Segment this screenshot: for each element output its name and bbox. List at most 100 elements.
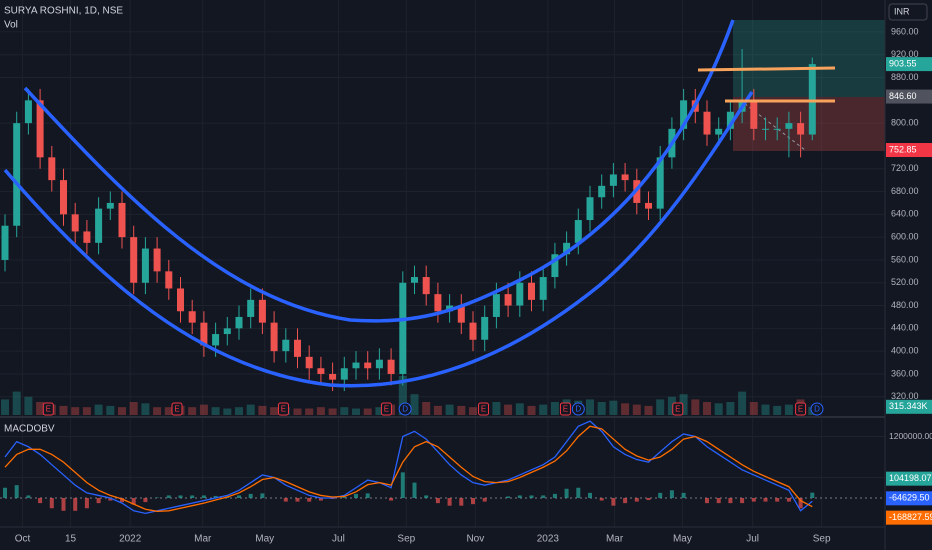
candle-body (130, 237, 138, 283)
x-tick-label: 2022 (119, 534, 142, 545)
candle-body (71, 214, 79, 232)
histogram-bar (798, 497, 803, 509)
volume-bar (691, 399, 700, 415)
histogram-bar (14, 485, 19, 498)
volume-bar (340, 407, 349, 415)
candle-body (563, 242, 571, 255)
symbol-title: SURYA ROSHNI, 1D, NSE (4, 6, 123, 17)
y-tick-label: 360.00 (891, 368, 919, 378)
y-tick-label: 600.00 (891, 232, 919, 242)
candle-body (188, 311, 196, 323)
candle-body (492, 294, 500, 317)
volume-bar (153, 407, 162, 415)
candle-body (200, 322, 208, 346)
event-label: E (46, 405, 51, 414)
y-tick-label: 400.00 (891, 346, 919, 356)
histogram-bar (435, 497, 440, 504)
candle-body (165, 271, 173, 289)
candle-body (762, 128, 769, 130)
histogram-bar (471, 497, 475, 505)
volume-bar (352, 408, 360, 415)
candle-body (785, 123, 793, 129)
candle-body (364, 362, 372, 369)
histogram-bar (295, 497, 300, 502)
candle-body (294, 339, 301, 357)
candle-body (703, 111, 711, 135)
histogram-bar (143, 497, 148, 503)
volume-bar (270, 407, 279, 415)
histogram-bar (38, 497, 43, 504)
volume-bar (550, 402, 559, 415)
volume-bar (94, 404, 103, 415)
histogram-bar (681, 492, 686, 498)
candle-body (457, 305, 465, 323)
candle-body (586, 197, 594, 221)
candle-body (24, 100, 32, 124)
volume-bar (597, 402, 606, 415)
histogram-bar (400, 472, 405, 498)
histogram-bar (213, 495, 218, 498)
histogram-bar (84, 497, 89, 509)
volume-bar (644, 405, 653, 415)
event-marker (171, 402, 183, 416)
currency-label[interactable]: INR (894, 6, 910, 16)
y-tick-label: 680.00 (891, 186, 919, 196)
price-tag-label: 104198.07 (889, 473, 932, 483)
histogram-bar (354, 493, 358, 498)
candle-body (481, 316, 489, 340)
event-marker (398, 402, 412, 416)
candle-body (715, 128, 723, 135)
y-tick-label: 480.00 (891, 300, 919, 310)
histogram-bar (178, 495, 183, 498)
y-tick-label: 520.00 (891, 277, 919, 287)
candle-body (153, 248, 161, 272)
volume-bar (293, 408, 302, 415)
candle-body (13, 123, 21, 226)
x-tick-label: May (673, 534, 692, 545)
volume-bar (773, 405, 782, 415)
candle-body (235, 316, 243, 329)
x-tick-label: Nov (466, 534, 484, 545)
candle-body (60, 180, 67, 215)
volume-bar (632, 404, 641, 415)
candle-body (329, 373, 337, 380)
volume-bar (738, 391, 747, 415)
volume-bar (398, 376, 407, 415)
x-tick-label: Jul (746, 534, 759, 545)
volume-bar (527, 405, 536, 415)
candle-body (95, 208, 103, 243)
volume-bar (515, 403, 524, 415)
event-marker (795, 402, 807, 416)
channel-lower (3, 91, 754, 388)
candle-body (83, 231, 91, 243)
event-label: E (174, 405, 179, 414)
x-tick-label: Mar (194, 534, 212, 545)
candle-body (621, 174, 629, 181)
histogram-bar (424, 495, 429, 498)
y-tick-label: 960.00 (891, 26, 919, 36)
candle-body (352, 362, 360, 369)
candle-body (645, 202, 652, 209)
volume-bar (12, 391, 21, 415)
event-label: E (384, 405, 389, 414)
event-marker (672, 402, 684, 416)
price-tag (886, 57, 932, 72)
x-tick-label: Mar (606, 534, 624, 545)
volume-bar (246, 404, 255, 415)
price-tag-label: 315.343K (889, 401, 928, 411)
x-tick-label: Sep (397, 534, 415, 545)
histogram-bar (529, 495, 534, 498)
x-tick-label: Oct (15, 534, 31, 545)
volume-title: Vol (4, 20, 18, 31)
event-label: E (798, 405, 803, 414)
candle-body (223, 328, 231, 335)
histogram-bar (810, 492, 815, 498)
currency-button[interactable] (888, 3, 928, 21)
volume-bar (586, 399, 594, 415)
histogram-bar (389, 497, 394, 501)
x-tick-label: Sep (813, 534, 831, 545)
candle-body (656, 157, 664, 209)
histogram-bar (740, 497, 745, 504)
event-marker (478, 402, 490, 416)
volume-bar (609, 400, 618, 415)
